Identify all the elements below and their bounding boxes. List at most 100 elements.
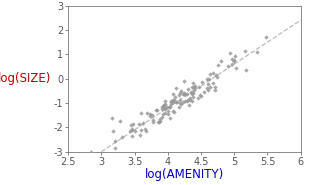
Point — [233, 67, 238, 70]
Point — [192, 86, 197, 89]
Point — [162, 99, 167, 102]
Point — [184, 99, 189, 102]
Point — [218, 60, 223, 63]
Point — [181, 93, 186, 96]
Point — [158, 120, 163, 122]
Point — [151, 120, 156, 123]
Point — [130, 122, 135, 125]
Point — [190, 96, 195, 99]
Point — [168, 102, 173, 105]
Point — [189, 90, 194, 93]
Point — [139, 111, 144, 114]
Point — [183, 100, 188, 103]
Point — [182, 80, 187, 83]
Point — [162, 112, 167, 115]
Point — [128, 130, 133, 132]
Point — [170, 92, 175, 95]
Point — [111, 129, 116, 132]
Point — [205, 82, 210, 85]
Point — [128, 124, 133, 127]
Point — [178, 90, 183, 93]
Point — [158, 118, 163, 121]
Point — [215, 64, 220, 67]
Point — [196, 85, 201, 88]
Point — [164, 106, 169, 109]
Point — [206, 88, 211, 91]
Point — [188, 99, 193, 102]
Point — [187, 103, 192, 106]
Point — [181, 101, 186, 104]
Point — [188, 96, 193, 99]
Point — [147, 115, 152, 118]
Point — [150, 114, 155, 117]
Point — [178, 99, 183, 102]
Point — [212, 88, 217, 91]
Point — [173, 87, 178, 90]
Point — [201, 90, 206, 93]
Point — [144, 112, 149, 115]
Point — [171, 99, 176, 102]
Point — [185, 92, 190, 95]
Point — [200, 80, 205, 83]
Point — [172, 110, 177, 113]
Point — [165, 112, 170, 115]
Point — [159, 105, 164, 108]
Point — [190, 86, 195, 89]
X-axis label: log(AMENITY): log(AMENITY) — [145, 168, 224, 181]
Point — [113, 140, 117, 143]
Point — [88, 150, 93, 153]
Point — [168, 101, 173, 104]
Point — [140, 121, 145, 124]
Point — [156, 120, 161, 123]
Point — [171, 100, 176, 103]
Point — [176, 93, 181, 96]
Point — [170, 109, 175, 112]
Point — [191, 89, 196, 92]
Point — [161, 105, 166, 108]
Point — [232, 59, 237, 62]
Point — [165, 110, 170, 113]
Point — [169, 100, 174, 103]
Point — [155, 120, 160, 123]
Point — [244, 68, 249, 71]
Y-axis label: log(SIZE): log(SIZE) — [0, 72, 51, 85]
Point — [189, 93, 194, 96]
Point — [142, 127, 147, 130]
Point — [167, 116, 172, 119]
Point — [207, 78, 212, 81]
Point — [177, 91, 182, 94]
Point — [191, 87, 196, 90]
Point — [182, 92, 187, 95]
Point — [225, 64, 230, 67]
Point — [229, 63, 234, 65]
Point — [191, 82, 196, 85]
Point — [264, 36, 269, 38]
Point — [154, 109, 159, 112]
Point — [118, 119, 123, 122]
Point — [197, 94, 202, 97]
Point — [160, 113, 165, 116]
Point — [214, 76, 219, 79]
Point — [196, 97, 201, 100]
Point — [147, 112, 152, 115]
Point — [207, 85, 212, 88]
Point — [151, 118, 156, 121]
Point — [213, 74, 218, 77]
Point — [186, 87, 191, 90]
Point — [189, 100, 194, 102]
Point — [179, 102, 184, 105]
Point — [207, 72, 212, 75]
Point — [233, 55, 238, 58]
Point — [130, 128, 135, 131]
Point — [133, 130, 138, 132]
Point — [205, 78, 210, 81]
Point — [231, 60, 236, 63]
Point — [227, 51, 232, 54]
Point — [112, 147, 117, 150]
Point — [177, 102, 182, 105]
Point — [182, 92, 187, 95]
Point — [193, 84, 197, 87]
Point — [230, 57, 235, 60]
Point — [138, 129, 143, 132]
Point — [172, 96, 177, 99]
